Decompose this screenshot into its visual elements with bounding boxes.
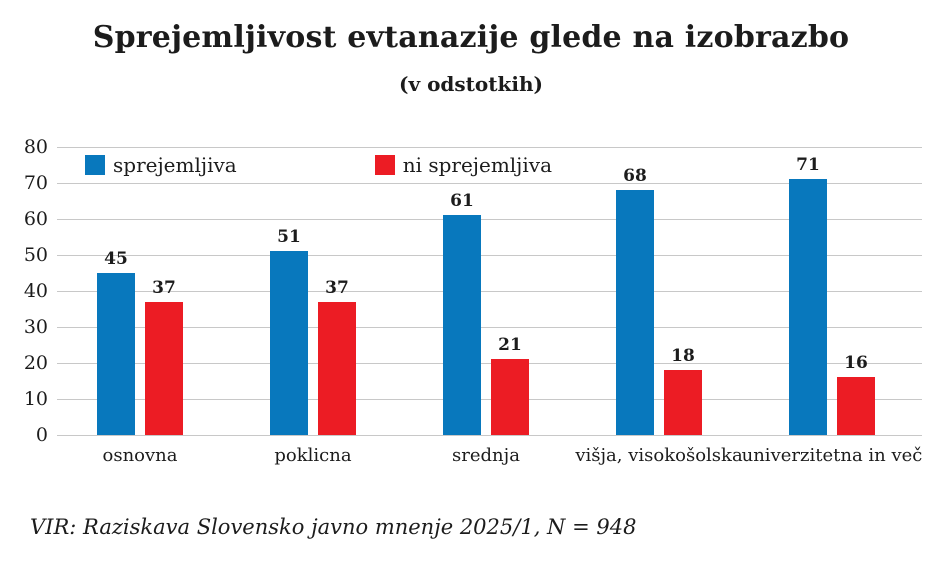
legend: sprejemljiva ni sprejemljiva [85,153,552,177]
bar-sprejemljiva-srednja [443,215,481,435]
gridline-y0 [57,435,922,436]
y-axis-tick-70: 70 [23,172,48,194]
legend-label-ni-sprejemljiva: ni sprejemljiva [402,153,553,177]
y-axis-tick-80: 80 [23,136,48,158]
y-axis-tick-50: 50 [23,244,48,266]
y-axis-tick-30: 30 [23,316,48,338]
gridline-y60 [57,219,922,220]
chart-subtitle: (v odstotkih) [399,72,543,96]
legend-swatch-sprejemljiva [85,155,105,175]
gridline-y30 [57,327,922,328]
bar-ni-sprejemljiva-poklicna [318,302,356,435]
bar-sprejemljiva-univerzitetna-in-več [789,179,827,435]
value-label: 21 [498,335,522,355]
chart-title: Sprejemljivost evtanazije glede na izobr… [92,20,850,55]
bar-sprejemljiva-poklicna [270,251,308,435]
x-axis-label-poklicna: poklicna [274,445,352,466]
y-axis-tick-20: 20 [23,352,48,374]
gridline-y40 [57,291,922,292]
value-label: 37 [152,278,176,298]
value-label: 71 [796,155,820,175]
y-axis-tick-60: 60 [23,208,48,230]
value-label: 61 [450,191,474,211]
bar-ni-sprejemljiva-osnovna [145,302,183,435]
y-axis-tick-40: 40 [23,280,48,302]
value-label: 68 [623,166,647,186]
gridline-y20 [57,363,922,364]
bar-ni-sprejemljiva-višja-visokošolska [664,370,702,435]
bar-ni-sprejemljiva-srednja [491,359,529,435]
plot-area: 0 10 20 30 40 50 60 70 80 45 37 osnovna 51 37 poklicna… [24,137,923,466]
x-axis-label-univerzitetna-in-več: univerzitetna in več [741,445,923,466]
gridline-y70 [57,183,922,184]
value-label: 51 [277,227,301,247]
bar-ni-sprejemljiva-univerzitetna-in-več [837,377,875,435]
legend-label-sprejemljiva: sprejemljiva [113,153,237,177]
gridline-y10 [57,399,922,400]
x-axis-label-višja-visokošolska: višja, visokošolska [575,445,743,466]
value-label: 16 [844,353,868,373]
bar-sprejemljiva-višja-visokošolska [616,190,654,435]
legend-swatch-ni-sprejemljiva [374,155,395,175]
value-label: 18 [671,346,695,366]
x-axis-label-osnovna: osnovna [102,445,178,466]
x-axis-label-srednja: srednja [452,445,520,466]
source-note: VIR: Raziskava Slovensko javno mnenje 20… [30,515,637,539]
gridline-y80 [57,147,922,148]
value-label: 37 [325,278,349,298]
y-axis-tick-10: 10 [23,388,48,410]
bar-sprejemljiva-osnovna [97,273,135,435]
value-label: 45 [104,249,128,269]
gridline-y50 [57,255,922,256]
y-axis-tick-0: 0 [35,424,48,446]
